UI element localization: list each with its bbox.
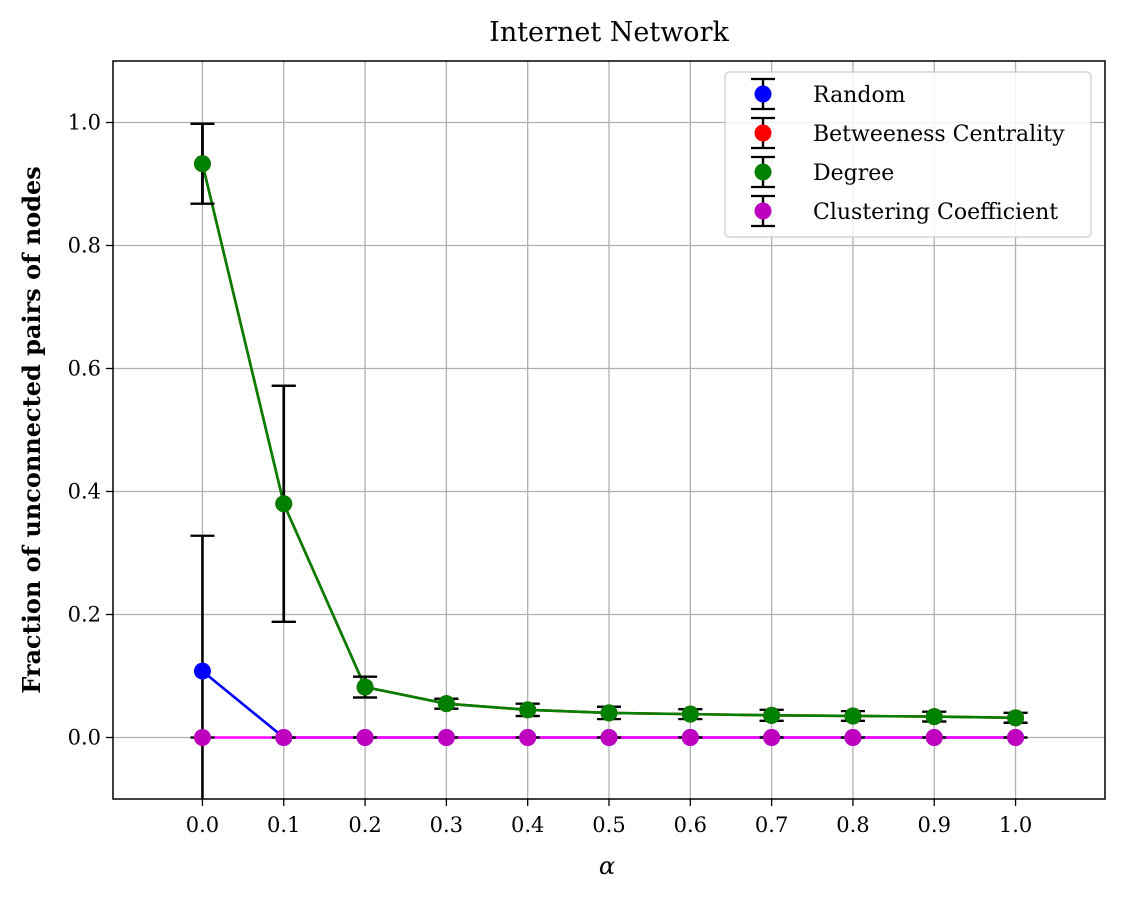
- data-point: [519, 729, 537, 746]
- data-point: [763, 706, 781, 724]
- y-tick-label: 0.0: [68, 726, 101, 750]
- y-tick-label: 0.6: [68, 357, 101, 381]
- data-point: [519, 701, 537, 719]
- x-tick-label: 0.7: [755, 813, 788, 837]
- y-axis-ticks: 0.0 0.2 0.4 0.6 0.8 1.0: [68, 111, 113, 750]
- data-point: [193, 662, 211, 680]
- data-point: [275, 495, 293, 513]
- data-point: [193, 729, 211, 746]
- legend-box: [724, 71, 1092, 238]
- legend-label: Betweeness Centrality: [813, 122, 1065, 147]
- data-point: [763, 729, 781, 746]
- data-point: [681, 705, 699, 723]
- x-tick-label: 0.2: [348, 813, 381, 837]
- series-clustering-coefficient: [190, 729, 1028, 746]
- x-axis-label: α: [599, 852, 615, 880]
- legend-label: Clustering Coefficient: [813, 200, 1058, 225]
- data-point: [437, 695, 455, 713]
- legend-marker: [754, 85, 772, 103]
- data-point: [193, 155, 211, 173]
- data-point: [1007, 709, 1025, 727]
- data-point: [437, 729, 455, 746]
- x-tick-label: 1.0: [999, 813, 1032, 837]
- series-layer: [190, 122, 1028, 799]
- chart-title: Internet Network: [489, 17, 729, 48]
- x-tick-label: 0.6: [674, 813, 707, 837]
- legend-label: Random: [813, 83, 906, 108]
- x-tick-label: 0.5: [592, 813, 625, 837]
- x-tick-label: 0.9: [918, 813, 951, 837]
- x-axis-ticks: 0.0 0.1 0.2 0.3 0.4 0.5 0.6 0.7 0.8 0.9 1.0: [186, 799, 1032, 837]
- legend-label: Degree: [813, 161, 894, 186]
- x-tick-label: 0.1: [267, 813, 300, 837]
- legend-marker: [754, 124, 772, 142]
- data-point: [600, 729, 618, 746]
- legend-entry: Clustering Coefficient: [751, 194, 1058, 228]
- data-point: [925, 729, 943, 746]
- data-point: [844, 707, 862, 725]
- x-tick-label: 0.0: [186, 813, 219, 837]
- y-tick-label: 1.0: [68, 111, 101, 135]
- data-point: [844, 729, 862, 746]
- legend-entry: Random: [751, 77, 906, 111]
- x-tick-label: 0.4: [511, 813, 544, 837]
- y-axis-label: Fraction of unconnected pairs of nodes: [17, 166, 46, 694]
- x-tick-label: 0.8: [836, 813, 869, 837]
- legend-marker: [754, 163, 772, 181]
- data-point: [1007, 729, 1025, 746]
- y-tick-label: 0.8: [68, 234, 101, 258]
- data-point: [356, 729, 374, 746]
- legend: Random Betweeness Centrality Degree Cluster…: [724, 71, 1092, 238]
- data-point: [356, 678, 374, 696]
- legend-marker: [754, 202, 772, 220]
- data-point: [275, 729, 293, 746]
- series-degree: [190, 122, 1028, 727]
- legend-entry: Degree: [751, 155, 894, 189]
- legend-entry: Betweeness Centrality: [751, 116, 1065, 150]
- x-tick-label: 0.3: [430, 813, 463, 837]
- data-point: [925, 708, 943, 726]
- data-point: [600, 704, 618, 722]
- y-tick-label: 0.4: [68, 480, 101, 504]
- y-tick-label: 0.2: [68, 603, 101, 627]
- data-point: [681, 729, 699, 746]
